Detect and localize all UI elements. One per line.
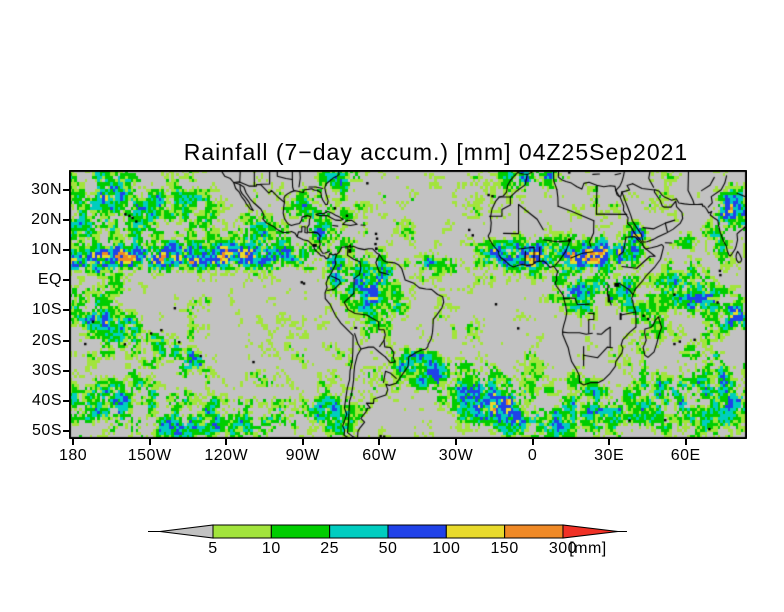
lon-tick-mark — [531, 439, 534, 445]
lon-tick-label: 30W — [438, 447, 474, 464]
lon-tick-label: 90W — [285, 447, 321, 464]
rainfall-map-canvas — [69, 170, 747, 439]
colorbar-segment — [504, 524, 564, 539]
lat-tick-label: 30N — [31, 181, 62, 199]
lon-tick-label: 120W — [204, 447, 249, 464]
colorbar-unit-label: [mm] — [569, 540, 607, 557]
lon-tick-label: 30E — [594, 447, 625, 464]
lon-tick-label: 60E — [670, 447, 701, 464]
colorbar-segment — [329, 524, 389, 539]
colorbar-tick-label: 150 — [490, 540, 519, 557]
colorbar-tick-label: 100 — [432, 540, 461, 557]
lat-tick-mark — [63, 339, 69, 342]
lat-tick-label: 40S — [32, 391, 62, 409]
colorbar-segment — [270, 524, 331, 539]
lon-tick-mark — [148, 439, 151, 445]
colorbar — [148, 524, 627, 539]
colorbar-segment — [445, 524, 506, 539]
lat-tick-label: 50S — [32, 421, 62, 439]
lon-tick-mark — [301, 439, 304, 445]
lat-tick-mark — [63, 399, 69, 402]
lat-tick-mark — [63, 249, 69, 252]
colorbar-segment — [387, 524, 447, 539]
lat-tick-mark — [63, 369, 69, 372]
lon-tick-label: 60W — [362, 447, 397, 464]
chart-title: Rainfall (7−day accum.) [mm] 04Z25Sep202… — [183, 139, 689, 165]
lon-tick-label: 180 — [58, 447, 88, 464]
colorbar-tick-label: 25 — [320, 540, 340, 557]
lon-tick-mark — [684, 439, 687, 445]
colorbar-tick-label: 300 — [548, 540, 578, 557]
lat-tick-label: 30S — [32, 361, 62, 379]
lon-tick-mark — [225, 439, 228, 445]
lat-tick-mark — [63, 429, 69, 432]
lat-tick-label: EQ — [37, 271, 62, 289]
lon-tick-label: 0 — [527, 447, 538, 464]
lat-tick-mark — [63, 309, 69, 312]
lat-tick-mark — [63, 279, 69, 282]
overflow-arrow — [562, 524, 619, 539]
lon-tick-mark — [72, 439, 75, 445]
lat-tick-label: 10N — [31, 241, 62, 259]
colorbar-segment — [212, 524, 272, 539]
colorbar-tick-label: 50 — [378, 540, 398, 557]
lat-tick-label: 20S — [32, 331, 62, 349]
underflow-arrow — [159, 524, 214, 539]
lon-tick-label: 150W — [127, 447, 172, 464]
lat-tick-label: 20N — [31, 211, 62, 229]
lat-tick-mark — [63, 189, 69, 192]
lat-tick-label: 10S — [32, 301, 62, 319]
colorbar-tick-label: 10 — [261, 540, 281, 557]
colorbar-tick-label: 5 — [208, 540, 218, 557]
lat-tick-mark — [63, 219, 69, 222]
lon-tick-mark — [454, 439, 457, 445]
lon-tick-mark — [378, 439, 381, 445]
lon-tick-mark — [608, 439, 611, 445]
